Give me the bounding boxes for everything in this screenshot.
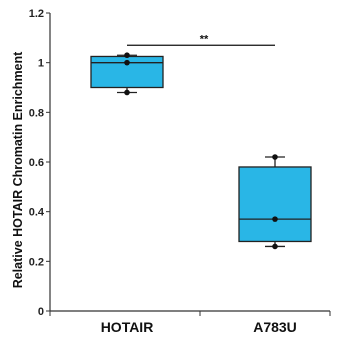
data-point xyxy=(272,154,278,160)
y-tick-label: 0.4 xyxy=(29,207,45,219)
y-tick-label: 1.2 xyxy=(29,8,44,20)
boxes xyxy=(90,52,312,250)
box-hotair xyxy=(90,52,164,96)
x-tick-label-a783u: A783U xyxy=(253,319,297,335)
y-tick-label: 0 xyxy=(38,306,44,318)
data-point xyxy=(272,243,278,250)
x-tick-labels: HOTAIR A783U xyxy=(101,319,297,335)
y-tick-label: 0.6 xyxy=(29,157,44,169)
box-iqr xyxy=(238,166,312,243)
y-axis-title-group: Relative HOTAIR Chromatin Enrichment xyxy=(11,51,25,288)
data-point xyxy=(124,89,130,96)
data-point xyxy=(124,52,130,59)
significance-label: ** xyxy=(200,33,209,45)
x-tick-label-hotair: HOTAIR xyxy=(101,319,154,335)
box-a783u xyxy=(238,154,312,250)
significance-annotation: ** xyxy=(127,33,275,46)
y-ticks: 0 0.2 0.4 0.6 0.8 1 1.2 xyxy=(29,8,50,318)
data-point xyxy=(124,59,130,66)
box-iqr xyxy=(90,55,164,89)
y-tick-label: 0.8 xyxy=(29,107,44,119)
y-tick-label: 0.2 xyxy=(29,256,44,268)
data-point xyxy=(272,216,278,222)
y-tick-label: 1 xyxy=(38,58,44,70)
y-axis-title: Relative HOTAIR Chromatin Enrichment xyxy=(11,51,25,288)
